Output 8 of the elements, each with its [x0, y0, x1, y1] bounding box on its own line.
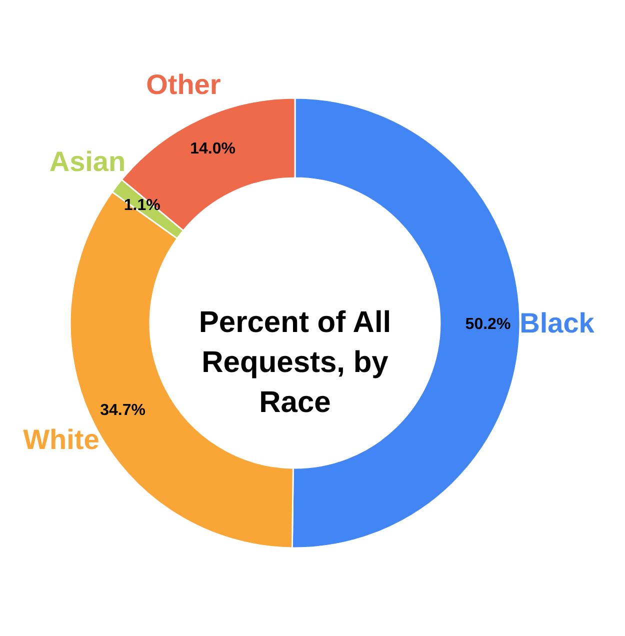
text: Percent of All Requests, by Race: [198, 306, 392, 419]
data-label: 50.2%: [465, 316, 511, 334]
slice-label: White: [23, 424, 100, 456]
slice-label: Asian: [49, 146, 126, 178]
data-label: 14.0%: [190, 140, 236, 158]
data-label: 34.7%: [100, 402, 146, 420]
slice-label: Black: [520, 308, 595, 339]
slice-label: Other: [146, 68, 221, 100]
